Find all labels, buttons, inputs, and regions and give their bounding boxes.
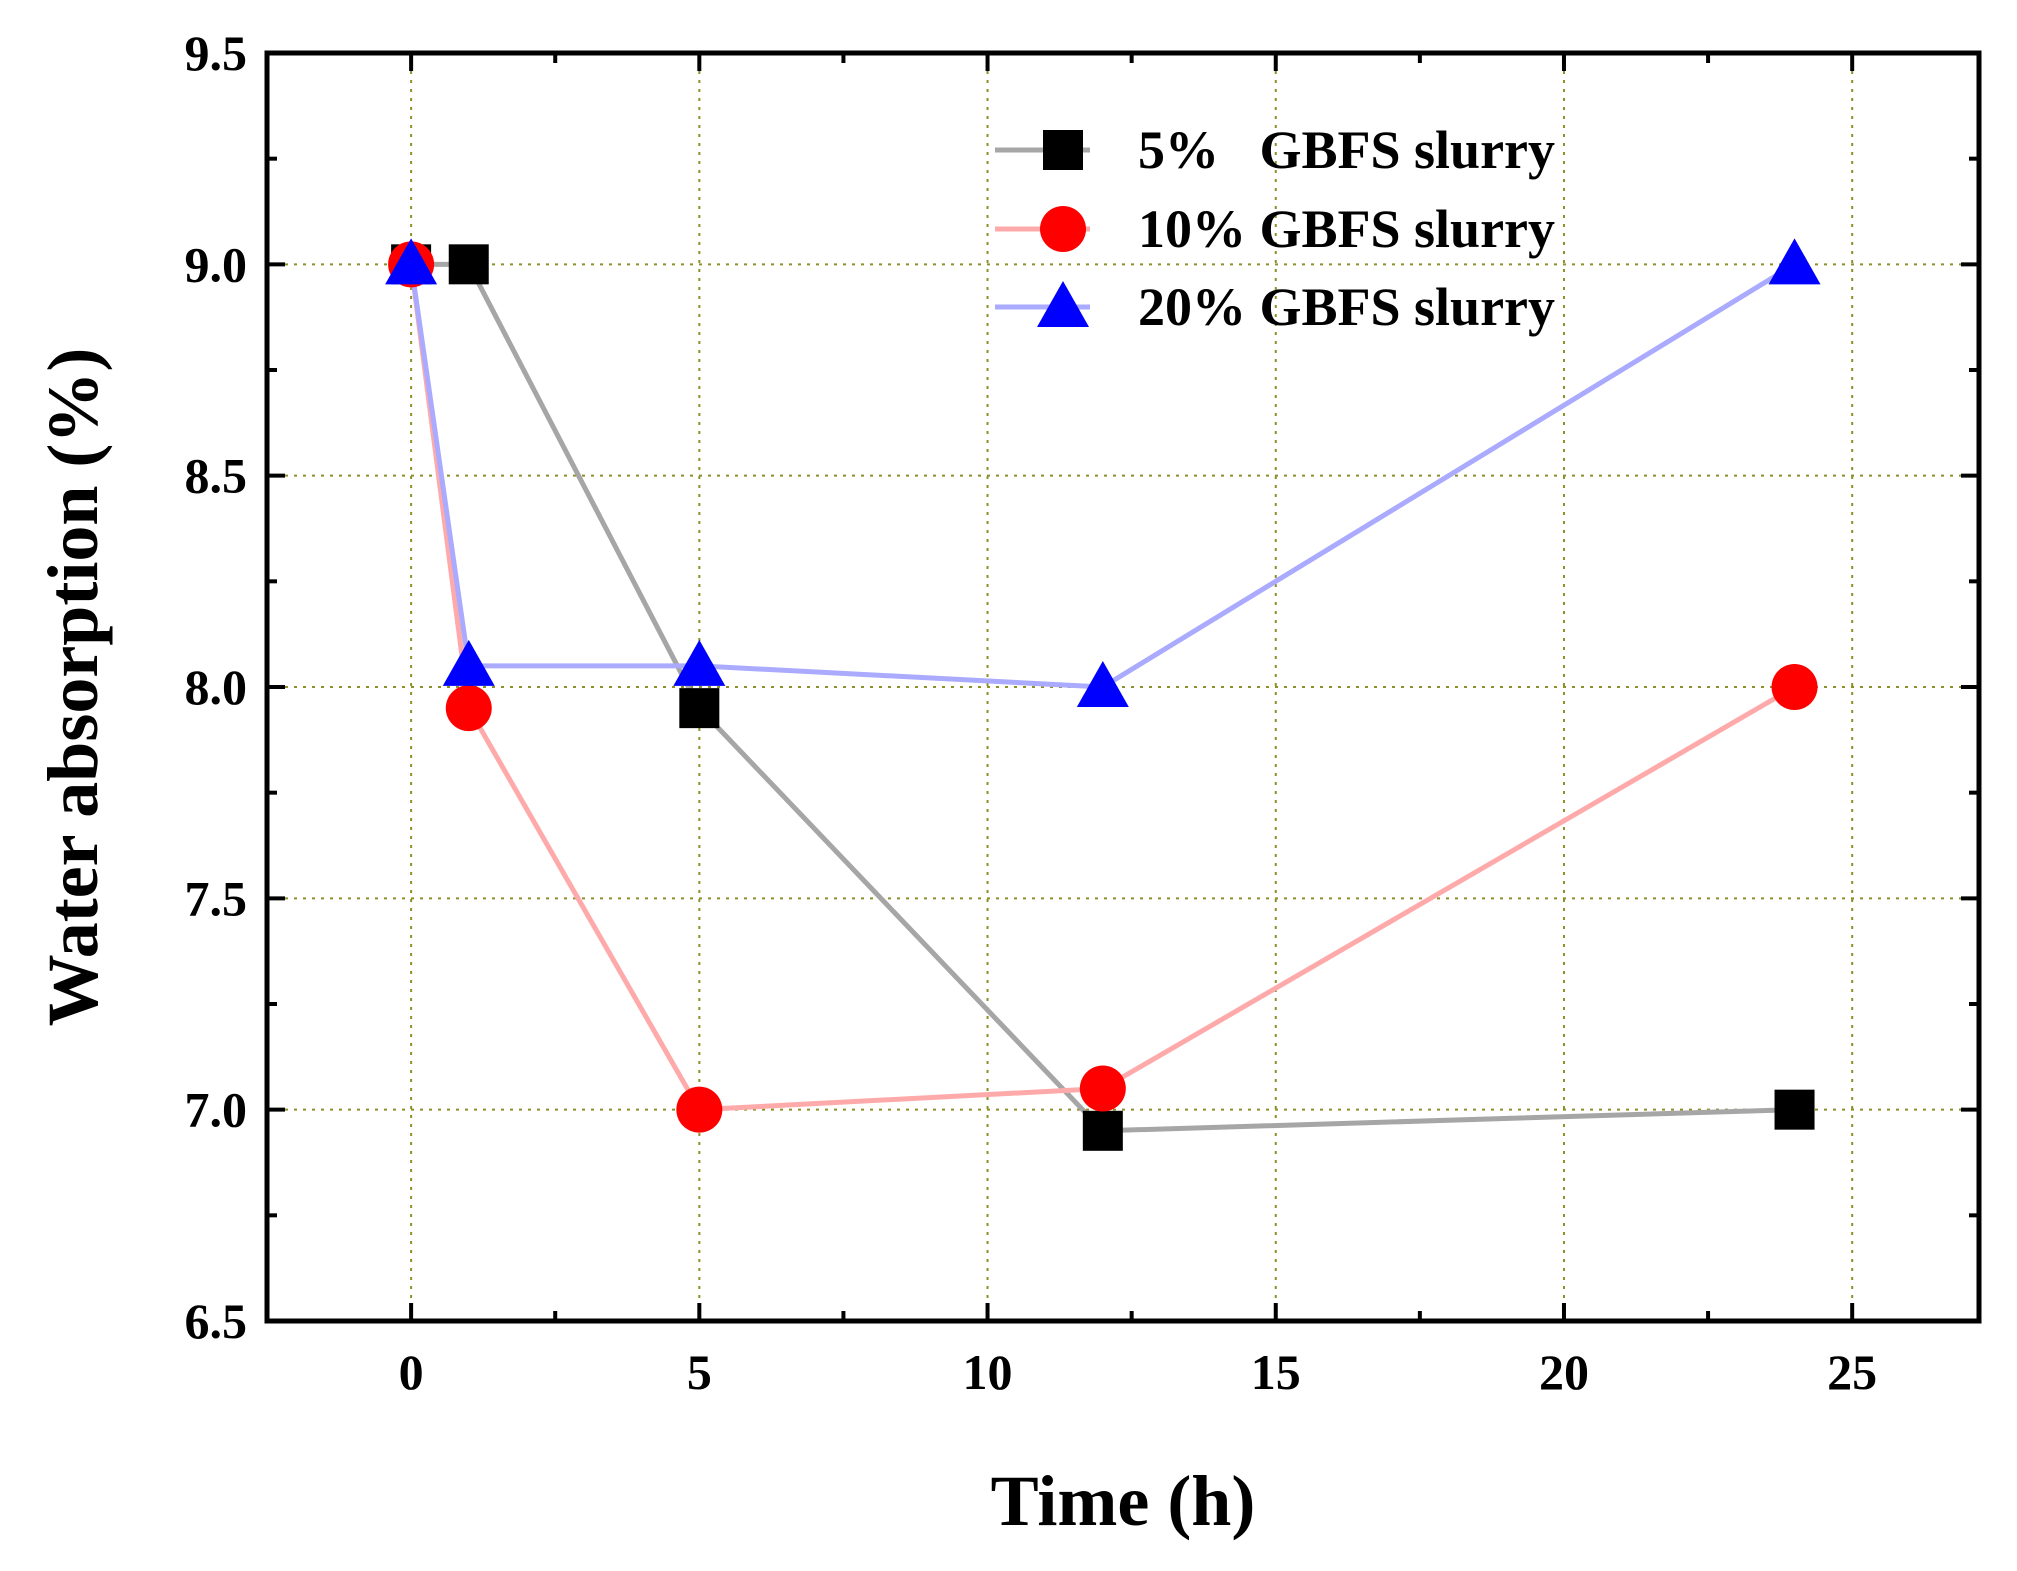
data-point-series-3 <box>673 639 726 686</box>
legend-marker-3 <box>1037 281 1089 327</box>
y-tick-label: 7.5 <box>185 870 248 926</box>
legend-label-1: 5% GBFS slurry <box>1138 120 1555 180</box>
legend-label-3: 20% GBFS slurry <box>1138 277 1555 337</box>
data-point-series-2 <box>1771 664 1818 710</box>
x-tick-label: 10 <box>963 1344 1013 1400</box>
data-point-series-3 <box>442 639 495 686</box>
y-tick-label: 9.0 <box>185 236 248 292</box>
y-tick-label: 7.0 <box>185 1082 248 1138</box>
data-point-series-3 <box>385 238 438 285</box>
x-tick-label: 0 <box>399 1344 424 1400</box>
legend: 5% GBFS slurry 10% GBFS slurry 20% GBFS sl… <box>995 120 1555 337</box>
data-point-series-2 <box>445 685 492 732</box>
x-tick-labels: 0 5 10 15 20 25 <box>399 1344 1878 1400</box>
x-tick-label: 5 <box>687 1344 712 1400</box>
y-axis-title: Water absorption (%) <box>33 348 113 1027</box>
y-tick-label: 6.5 <box>185 1293 248 1349</box>
data-point-series-3 <box>1076 661 1129 707</box>
x-axis-title: Time (h) <box>991 1461 1256 1541</box>
data-point-series-3 <box>1768 238 1821 285</box>
y-tick-label: 9.5 <box>185 25 248 81</box>
x-tick-label: 25 <box>1827 1344 1877 1400</box>
data-point-series-2 <box>1079 1065 1126 1112</box>
legend-marker-1 <box>1043 130 1083 170</box>
data-point-series-1 <box>679 688 720 729</box>
x-tick-label: 20 <box>1539 1344 1589 1400</box>
data-point-series-1 <box>1774 1089 1815 1130</box>
axis-ticks <box>267 51 1979 1323</box>
grid <box>267 53 1979 1321</box>
series-markers <box>385 238 1821 1151</box>
legend-label-2: 10% GBFS slurry <box>1138 199 1555 259</box>
data-point-series-1 <box>1082 1110 1123 1151</box>
data-point-series-2 <box>676 1086 723 1133</box>
data-point-series-1 <box>448 244 489 285</box>
y-tick-label: 8.0 <box>185 659 248 715</box>
y-tick-label: 8.5 <box>185 448 248 504</box>
legend-marker-2 <box>1040 206 1086 252</box>
x-tick-label: 15 <box>1251 1344 1301 1400</box>
y-tick-labels: 6.5 7.0 7.5 8.0 8.5 9.0 9.5 <box>185 25 248 1349</box>
